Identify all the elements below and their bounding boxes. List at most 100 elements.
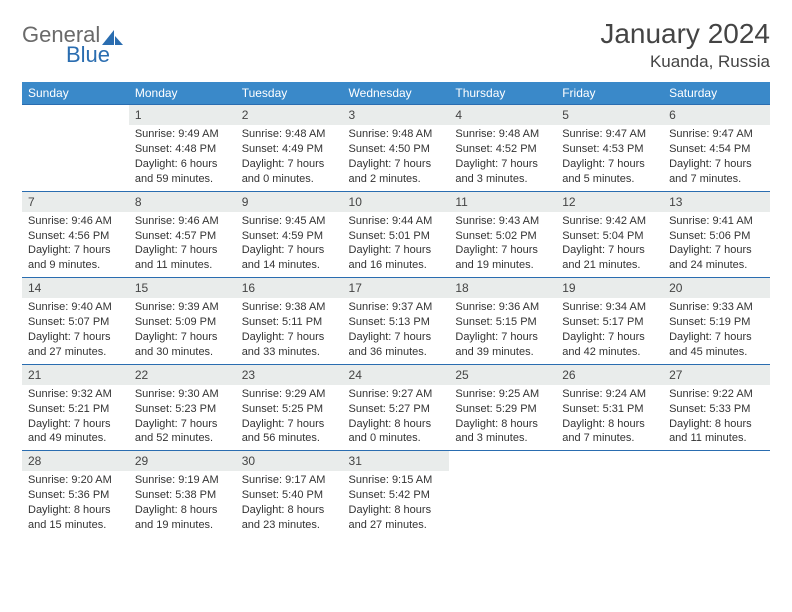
- day-sunset: Sunset: 5:36 PM: [28, 488, 123, 503]
- day-sunrise: Sunrise: 9:46 AM: [28, 214, 123, 229]
- day-cell: 12Sunrise: 9:42 AMSunset: 5:04 PMDayligh…: [556, 191, 663, 278]
- day-cell: 19Sunrise: 9:34 AMSunset: 5:17 PMDayligh…: [556, 278, 663, 365]
- day-daylight: Daylight: 7 hours and 45 minutes.: [669, 330, 764, 360]
- day-sunrise: Sunrise: 9:48 AM: [455, 127, 550, 142]
- day-number: 9: [236, 192, 343, 212]
- day-sunrise: Sunrise: 9:29 AM: [242, 387, 337, 402]
- day-number: 11: [449, 192, 556, 212]
- day-number: 6: [663, 105, 770, 125]
- week-row: 28Sunrise: 9:20 AMSunset: 5:36 PMDayligh…: [22, 451, 770, 537]
- day-sunrise: Sunrise: 9:43 AM: [455, 214, 550, 229]
- day-cell: [449, 451, 556, 537]
- day-sunset: Sunset: 4:48 PM: [135, 142, 230, 157]
- day-daylight: Daylight: 7 hours and 30 minutes.: [135, 330, 230, 360]
- day-number: 24: [343, 365, 450, 385]
- day-cell: 16Sunrise: 9:38 AMSunset: 5:11 PMDayligh…: [236, 278, 343, 365]
- week-row: 1Sunrise: 9:49 AMSunset: 4:48 PMDaylight…: [22, 105, 770, 192]
- day-number: 14: [22, 278, 129, 298]
- day-sunrise: Sunrise: 9:47 AM: [562, 127, 657, 142]
- day-body: Sunrise: 9:17 AMSunset: 5:40 PMDaylight:…: [236, 471, 343, 536]
- day-number: 27: [663, 365, 770, 385]
- day-sunrise: Sunrise: 9:48 AM: [349, 127, 444, 142]
- day-cell: 28Sunrise: 9:20 AMSunset: 5:36 PMDayligh…: [22, 451, 129, 537]
- weekday-header: Tuesday: [236, 82, 343, 105]
- day-sunset: Sunset: 4:52 PM: [455, 142, 550, 157]
- day-cell: 31Sunrise: 9:15 AMSunset: 5:42 PMDayligh…: [343, 451, 450, 537]
- day-sunrise: Sunrise: 9:48 AM: [242, 127, 337, 142]
- day-daylight: Daylight: 7 hours and 49 minutes.: [28, 417, 123, 447]
- day-number: 12: [556, 192, 663, 212]
- weekday-header: Sunday: [22, 82, 129, 105]
- day-daylight: Daylight: 7 hours and 11 minutes.: [135, 243, 230, 273]
- day-sunrise: Sunrise: 9:37 AM: [349, 300, 444, 315]
- day-sunrise: Sunrise: 9:45 AM: [242, 214, 337, 229]
- day-number: 17: [343, 278, 450, 298]
- day-daylight: Daylight: 7 hours and 56 minutes.: [242, 417, 337, 447]
- day-number: 26: [556, 365, 663, 385]
- day-sunset: Sunset: 5:29 PM: [455, 402, 550, 417]
- day-cell: 8Sunrise: 9:46 AMSunset: 4:57 PMDaylight…: [129, 191, 236, 278]
- day-daylight: Daylight: 8 hours and 3 minutes.: [455, 417, 550, 447]
- day-body: Sunrise: 9:20 AMSunset: 5:36 PMDaylight:…: [22, 471, 129, 536]
- title-block: January 2024 Kuanda, Russia: [600, 18, 770, 72]
- day-sunset: Sunset: 4:59 PM: [242, 229, 337, 244]
- month-title: January 2024: [600, 18, 770, 50]
- day-sunset: Sunset: 5:09 PM: [135, 315, 230, 330]
- day-cell: [22, 105, 129, 192]
- day-cell: 9Sunrise: 9:45 AMSunset: 4:59 PMDaylight…: [236, 191, 343, 278]
- day-cell: 29Sunrise: 9:19 AMSunset: 5:38 PMDayligh…: [129, 451, 236, 537]
- day-cell: 14Sunrise: 9:40 AMSunset: 5:07 PMDayligh…: [22, 278, 129, 365]
- day-cell: 7Sunrise: 9:46 AMSunset: 4:56 PMDaylight…: [22, 191, 129, 278]
- day-sunrise: Sunrise: 9:27 AM: [349, 387, 444, 402]
- day-sunrise: Sunrise: 9:49 AM: [135, 127, 230, 142]
- day-daylight: Daylight: 7 hours and 16 minutes.: [349, 243, 444, 273]
- day-cell: 26Sunrise: 9:24 AMSunset: 5:31 PMDayligh…: [556, 364, 663, 451]
- day-number: 30: [236, 451, 343, 471]
- day-sunset: Sunset: 5:04 PM: [562, 229, 657, 244]
- day-body: Sunrise: 9:49 AMSunset: 4:48 PMDaylight:…: [129, 125, 236, 190]
- day-sunrise: Sunrise: 9:33 AM: [669, 300, 764, 315]
- day-sunset: Sunset: 5:23 PM: [135, 402, 230, 417]
- day-body: Sunrise: 9:42 AMSunset: 5:04 PMDaylight:…: [556, 212, 663, 277]
- day-number: 5: [556, 105, 663, 125]
- day-sunset: Sunset: 5:01 PM: [349, 229, 444, 244]
- day-body: Sunrise: 9:40 AMSunset: 5:07 PMDaylight:…: [22, 298, 129, 363]
- day-body: Sunrise: 9:45 AMSunset: 4:59 PMDaylight:…: [236, 212, 343, 277]
- day-sunset: Sunset: 5:33 PM: [669, 402, 764, 417]
- day-daylight: Daylight: 7 hours and 5 minutes.: [562, 157, 657, 187]
- day-sunset: Sunset: 5:11 PM: [242, 315, 337, 330]
- day-body: Sunrise: 9:22 AMSunset: 5:33 PMDaylight:…: [663, 385, 770, 450]
- day-body: Sunrise: 9:30 AMSunset: 5:23 PMDaylight:…: [129, 385, 236, 450]
- day-sunrise: Sunrise: 9:36 AM: [455, 300, 550, 315]
- day-daylight: Daylight: 8 hours and 15 minutes.: [28, 503, 123, 533]
- day-number: 25: [449, 365, 556, 385]
- day-daylight: Daylight: 7 hours and 19 minutes.: [455, 243, 550, 273]
- day-cell: 18Sunrise: 9:36 AMSunset: 5:15 PMDayligh…: [449, 278, 556, 365]
- header: GeneralBlue January 2024 Kuanda, Russia: [22, 18, 770, 72]
- weekday-header: Thursday: [449, 82, 556, 105]
- day-number: 1: [129, 105, 236, 125]
- day-daylight: Daylight: 7 hours and 27 minutes.: [28, 330, 123, 360]
- day-sunset: Sunset: 5:38 PM: [135, 488, 230, 503]
- day-cell: [663, 451, 770, 537]
- day-sunrise: Sunrise: 9:46 AM: [135, 214, 230, 229]
- weekday-header: Wednesday: [343, 82, 450, 105]
- day-body: Sunrise: 9:46 AMSunset: 4:57 PMDaylight:…: [129, 212, 236, 277]
- day-body: Sunrise: 9:39 AMSunset: 5:09 PMDaylight:…: [129, 298, 236, 363]
- day-sunset: Sunset: 5:13 PM: [349, 315, 444, 330]
- day-body: Sunrise: 9:46 AMSunset: 4:56 PMDaylight:…: [22, 212, 129, 277]
- day-daylight: Daylight: 8 hours and 7 minutes.: [562, 417, 657, 447]
- day-number: 4: [449, 105, 556, 125]
- day-body: Sunrise: 9:32 AMSunset: 5:21 PMDaylight:…: [22, 385, 129, 450]
- day-daylight: Daylight: 7 hours and 24 minutes.: [669, 243, 764, 273]
- day-number: 20: [663, 278, 770, 298]
- day-daylight: Daylight: 8 hours and 23 minutes.: [242, 503, 337, 533]
- day-sunrise: Sunrise: 9:22 AM: [669, 387, 764, 402]
- day-daylight: Daylight: 8 hours and 11 minutes.: [669, 417, 764, 447]
- day-body: Sunrise: 9:33 AMSunset: 5:19 PMDaylight:…: [663, 298, 770, 363]
- day-sunset: Sunset: 4:57 PM: [135, 229, 230, 244]
- day-cell: 13Sunrise: 9:41 AMSunset: 5:06 PMDayligh…: [663, 191, 770, 278]
- day-daylight: Daylight: 7 hours and 2 minutes.: [349, 157, 444, 187]
- day-body: Sunrise: 9:29 AMSunset: 5:25 PMDaylight:…: [236, 385, 343, 450]
- calendar-table: Sunday Monday Tuesday Wednesday Thursday…: [22, 82, 770, 537]
